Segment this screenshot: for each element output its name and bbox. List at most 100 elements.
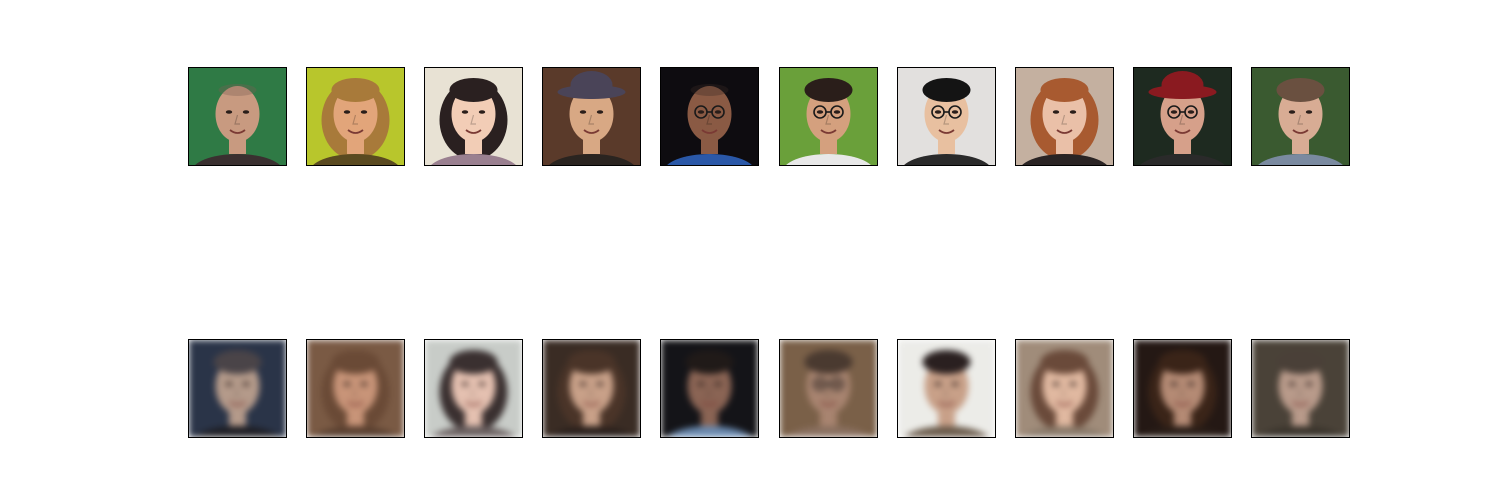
original-face-image — [779, 67, 878, 166]
left-eye — [343, 382, 351, 386]
right-eye — [596, 382, 604, 386]
face-portrait — [661, 340, 758, 437]
original-face-image — [660, 67, 759, 166]
nose — [234, 386, 240, 397]
nose — [1297, 386, 1303, 397]
face-portrait — [543, 340, 640, 437]
mouth — [701, 401, 718, 406]
hair-top — [213, 350, 262, 374]
shirt — [313, 426, 398, 437]
right-eye — [1069, 110, 1077, 114]
mouth — [229, 401, 246, 406]
face-portrait — [1016, 340, 1113, 437]
left-eye — [816, 382, 824, 386]
shirt — [1140, 154, 1225, 165]
reconstructed-face-image — [542, 339, 641, 438]
hat-crown — [570, 71, 613, 99]
face-portrait — [425, 68, 522, 165]
left-eye — [1170, 110, 1178, 114]
face-portrait — [307, 68, 404, 165]
shirt — [904, 426, 989, 437]
right-eye — [242, 110, 250, 114]
left-eye — [225, 382, 233, 386]
hair-top — [1276, 78, 1325, 102]
nose — [1179, 114, 1185, 125]
reconstructed-face-image — [1251, 339, 1350, 438]
hair-top — [567, 350, 616, 374]
face-portrait — [1134, 68, 1231, 165]
left-eye — [579, 382, 587, 386]
nose — [706, 114, 712, 125]
mouth — [347, 401, 364, 406]
face-portrait — [780, 68, 877, 165]
mouth — [701, 129, 718, 134]
original-face-image — [188, 67, 287, 166]
face-portrait — [661, 68, 758, 165]
right-eye — [951, 382, 959, 386]
reconstructed-face-image — [424, 339, 523, 438]
face-portrait — [898, 68, 995, 165]
hair-top — [690, 84, 729, 96]
hat-crown — [1161, 71, 1204, 99]
original-face-image — [424, 67, 523, 166]
original-face-image — [1251, 67, 1350, 166]
face-portrait — [425, 340, 522, 437]
nose — [1179, 386, 1185, 397]
face — [569, 86, 614, 142]
shirt — [195, 154, 280, 165]
shirt — [431, 426, 516, 437]
original-faces-row — [0, 67, 1500, 167]
original-face-image — [306, 67, 405, 166]
right-eye — [478, 110, 486, 114]
face-portrait — [780, 340, 877, 437]
face-portrait — [1134, 340, 1231, 437]
reconstructed-face-image — [660, 339, 759, 438]
right-eye — [951, 110, 959, 114]
right-eye — [1305, 110, 1313, 114]
left-eye — [1052, 110, 1060, 114]
reconstructed-face-image — [306, 339, 405, 438]
shirt — [1022, 426, 1107, 437]
right-eye — [478, 382, 486, 386]
shirt — [667, 426, 752, 437]
face-portrait — [189, 68, 286, 165]
mouth — [1174, 129, 1191, 134]
shirt — [904, 154, 989, 165]
nose — [588, 386, 594, 397]
left-eye — [1288, 382, 1296, 386]
left-eye — [934, 382, 942, 386]
nose — [588, 114, 594, 125]
hair-top — [804, 350, 853, 374]
mouth — [229, 129, 246, 134]
face-portrait — [1252, 340, 1349, 437]
mouth — [938, 401, 955, 406]
right-eye — [242, 382, 250, 386]
mouth — [1056, 129, 1073, 134]
face — [215, 86, 260, 142]
mouth — [465, 401, 482, 406]
nose — [1061, 114, 1067, 125]
hair-top — [331, 350, 380, 374]
right-eye — [1305, 382, 1313, 386]
face-portrait — [307, 340, 404, 437]
reconstructed-face-image — [1015, 339, 1114, 438]
shirt — [786, 154, 871, 165]
face-portrait — [1016, 68, 1113, 165]
hair-top — [331, 78, 380, 102]
left-eye — [1170, 382, 1178, 386]
left-eye — [225, 110, 233, 114]
shirt — [549, 154, 634, 165]
reconstructed-face-image — [1133, 339, 1232, 438]
nose — [234, 114, 240, 125]
left-eye — [343, 110, 351, 114]
left-eye — [579, 110, 587, 114]
face-portrait — [543, 68, 640, 165]
nose — [825, 114, 831, 125]
reconstructed-face-image — [779, 339, 878, 438]
right-eye — [1187, 110, 1195, 114]
shirt — [313, 154, 398, 165]
hair-top — [1040, 350, 1089, 374]
mouth — [1292, 401, 1309, 406]
face-portrait — [898, 340, 995, 437]
shirt — [1140, 426, 1225, 437]
